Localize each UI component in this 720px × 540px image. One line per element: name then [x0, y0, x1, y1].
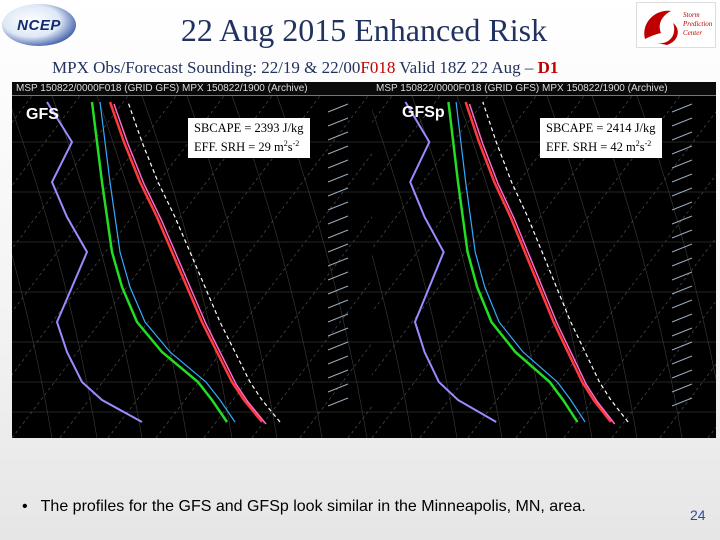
wind-barb: [327, 299, 349, 309]
parcel-trace: [127, 101, 281, 423]
gfsp-panel-header: MSP 150822/0000F018 (GRID GFS) MPX 15082…: [372, 82, 716, 96]
dry-adiabat: [51, 95, 143, 438]
wind-barb: [327, 243, 349, 253]
wind-barb: [671, 257, 693, 267]
wind-barb: [671, 327, 693, 337]
dry-adiabat: [12, 253, 53, 438]
dewpoint-profile: [90, 101, 229, 423]
wind-barb: [327, 355, 349, 365]
wind-barb: [327, 229, 349, 239]
isotherm-line: [347, 405, 372, 438]
subtitle-text-2: Valid 18Z 22 Aug –: [395, 58, 538, 77]
summary-bullet-text: The profiles for the GFS and GFSp look s…: [40, 498, 586, 515]
wind-barb: [671, 355, 693, 365]
subtitle-forecast-hour: F018: [360, 58, 396, 77]
wind-barb: [671, 159, 693, 169]
wind-barb: [327, 327, 349, 337]
wetbulb-profile: [455, 101, 586, 423]
gfs-panel-header: MSP 150822/0000F018 (GRID GFS) MPX 15082…: [12, 82, 372, 96]
spc-logo-mark: Storm Prediction Center: [644, 10, 713, 45]
wind-barb: [671, 383, 693, 393]
wind-barb: [671, 341, 693, 351]
wind-barb: [327, 103, 349, 113]
wind-barb: [327, 201, 349, 211]
wind-barb: [671, 271, 693, 281]
isotherm-line: [707, 426, 716, 438]
dry-adiabat: [141, 95, 233, 438]
wind-barb: [327, 131, 349, 141]
gfsp-skewt-diagram: [372, 95, 716, 438]
wind-barb: [671, 117, 693, 127]
dry-adiabat: [411, 95, 503, 438]
dewpoint-profile: [447, 101, 579, 423]
slide-subtitle: MPX Obs/Forecast Sounding: 22/19 & 22/00…: [52, 58, 558, 78]
isotherm-line: [299, 342, 372, 438]
wind-barb: [671, 187, 693, 197]
wind-barb: [327, 187, 349, 197]
wind-barb: [671, 173, 693, 183]
wind-barb: [327, 397, 349, 407]
dry-adiabat: [456, 95, 548, 438]
svg-text:Center: Center: [683, 29, 702, 37]
wind-barb: [327, 369, 349, 379]
gfsp-sounding-panel: MSP 150822/0000F018 (GRID GFS) MPX 15082…: [372, 82, 716, 438]
gfs-eff-srh: EFF. SRH = 29 m2s-2: [194, 139, 300, 155]
subtitle-text-1: MPX Obs/Forecast Sounding: 22/19 & 22/00: [52, 58, 361, 77]
ncep-logo: NCEP: [2, 4, 76, 46]
wind-barb: [327, 145, 349, 155]
page-number: 24: [690, 507, 706, 523]
gfs-sbcape: SBCAPE = 2393 J/kg: [194, 121, 304, 135]
wind-barb: [671, 131, 693, 141]
theta-e-profile: [46, 101, 143, 423]
dry-adiabat: [96, 95, 188, 438]
forecast-temperature-profile: [468, 103, 616, 425]
isotherm-line: [12, 95, 177, 313]
parcel-trace: [482, 101, 629, 423]
wind-barb: [671, 103, 693, 113]
gfsp-model-label: GFSp: [402, 104, 445, 121]
gfs-sounding-panel: MSP 150822/0000F018 (GRID GFS) MPX 15082…: [12, 82, 372, 438]
summary-bullet: • The profiles for the GFS and GFSp look…: [22, 498, 586, 515]
forecast-temperature-profile: [113, 103, 267, 425]
theta-e-profile: [404, 101, 497, 423]
wind-barb: [671, 313, 693, 323]
wind-barb: [671, 285, 693, 295]
wind-barb: [671, 369, 693, 379]
wind-barb: [327, 173, 349, 183]
wind-barb: [327, 159, 349, 169]
gfs-info-box: SBCAPE = 2393 J/kg EFF. SRH = 29 m2s-2: [188, 118, 310, 159]
wind-barb: [327, 313, 349, 323]
wind-barb: [671, 215, 693, 225]
subtitle-day: D1: [537, 58, 559, 77]
wind-barb: [327, 285, 349, 295]
temperature-profile: [464, 101, 612, 423]
svg-text:Storm: Storm: [683, 11, 700, 19]
gfsp-info-box: SBCAPE = 2414 J/kg EFF. SRH = 42 m2s-2: [540, 118, 662, 159]
wind-barb: [671, 243, 693, 253]
wind-barb: [327, 215, 349, 225]
slide-title: 22 Aug 2015 Enhanced Risk: [180, 12, 548, 48]
wind-barb: [671, 145, 693, 155]
wind-barb: [327, 341, 349, 351]
temperature-profile: [108, 101, 263, 423]
gfsp-eff-srh: EFF. SRH = 42 m2s-2: [546, 139, 652, 155]
wind-barb: [671, 397, 693, 407]
dry-adiabat: [12, 109, 98, 438]
svg-text:Prediction: Prediction: [682, 20, 713, 28]
ncep-logo-text: NCEP: [17, 16, 61, 34]
dry-adiabat: [501, 95, 593, 438]
spc-logo: Storm Prediction Center: [636, 2, 716, 48]
wind-barb: [671, 299, 693, 309]
wind-barb: [671, 201, 693, 211]
gfsp-sbcape: SBCAPE = 2414 J/kg: [546, 121, 656, 135]
wind-barb: [327, 383, 349, 393]
gfs-model-label: GFS: [26, 106, 59, 123]
wind-barb: [327, 257, 349, 267]
wind-barb: [327, 271, 349, 281]
wetbulb-profile: [99, 101, 236, 423]
wind-barb: [327, 117, 349, 127]
wind-barb: [671, 229, 693, 239]
dry-adiabat: [372, 253, 413, 438]
gfs-skewt-diagram: [12, 95, 372, 438]
